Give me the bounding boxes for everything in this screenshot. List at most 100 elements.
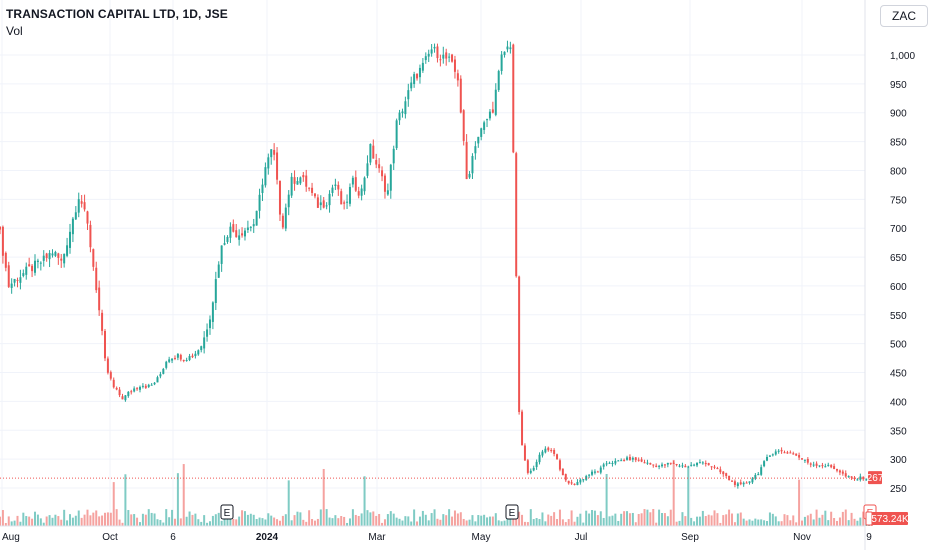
volume-bar (748, 519, 751, 526)
volume-bar (652, 509, 655, 526)
volume-bar (483, 514, 486, 526)
candle-body (410, 82, 413, 89)
candle-body (553, 450, 556, 454)
candle-body (500, 54, 503, 72)
candle-body (284, 207, 287, 229)
volume-bar (348, 518, 351, 526)
candle-body (666, 462, 669, 465)
candle-body (130, 391, 133, 393)
candle-body (798, 455, 801, 458)
candle-body (564, 474, 567, 481)
price-tick-label: 700 (890, 224, 907, 235)
candle-body (124, 395, 127, 401)
volume-bar (535, 518, 538, 526)
candle-body (10, 283, 13, 288)
volume-bar (471, 515, 474, 526)
volume-bar (36, 514, 39, 526)
candle-body (313, 193, 316, 197)
volume-bar (844, 509, 847, 526)
candle-body (430, 49, 433, 54)
volume-bar (678, 520, 681, 526)
volume-bar (369, 512, 372, 526)
volume-bar (381, 522, 384, 526)
volume-bar (360, 513, 363, 526)
volume-bar (847, 520, 850, 526)
candle-body (573, 483, 576, 485)
volume-bar (643, 509, 646, 526)
candle-body (270, 149, 273, 158)
volume-bar (211, 515, 214, 526)
volume-bar (757, 519, 760, 526)
volume-bar (430, 513, 433, 526)
candle-body (439, 59, 442, 61)
volume-bar (521, 514, 524, 526)
volume-bar (351, 509, 354, 526)
candle-body (585, 476, 588, 480)
candle-body (736, 483, 739, 487)
candle-body (865, 478, 868, 481)
candle-body (241, 233, 244, 236)
candle-body (541, 451, 544, 456)
earnings-marker[interactable]: E (220, 504, 234, 520)
candle-body (252, 224, 255, 227)
volume-bar (150, 512, 153, 526)
volume-bar (436, 518, 439, 526)
candle-body (369, 144, 372, 163)
volume-bar (795, 522, 798, 526)
candle-body (28, 264, 31, 267)
candle-body (25, 266, 28, 275)
grid-layer (0, 0, 865, 526)
time-axis[interactable]: Aug Oct 6 2024 Mar May Jul Sep Nov 9 (2, 532, 872, 543)
price-axis[interactable]: 1,000 950 900 850 800 750 700 650 600 550 500 450 40… (890, 51, 915, 495)
volume-bar (276, 519, 279, 526)
candle-body (375, 160, 378, 165)
volume-bar (413, 509, 416, 526)
symbol-button[interactable]: ZAC (880, 5, 928, 27)
volume-bar (728, 509, 731, 526)
candle-body (617, 460, 620, 462)
volume-bar (398, 518, 401, 526)
volume-layer (0, 459, 873, 526)
volume-bar (86, 509, 89, 526)
candle-body (418, 67, 421, 78)
volume-bar (830, 511, 833, 526)
candle-body (106, 358, 109, 373)
volume-bar (68, 514, 71, 526)
volume-bar (766, 520, 769, 526)
candle-body (818, 465, 821, 467)
volume-bar (465, 520, 468, 526)
volume-bar (579, 513, 582, 526)
earnings-marker[interactable]: E (505, 504, 519, 520)
volume-bar (48, 515, 51, 526)
time-tick-label: May (472, 532, 491, 543)
candle-body (121, 396, 124, 400)
time-tick-label: Nov (793, 532, 811, 543)
candle-body (36, 260, 39, 262)
volume-bar (74, 515, 77, 526)
candle-body (39, 262, 42, 264)
candle-body (719, 469, 722, 473)
volume-bar (334, 515, 337, 526)
volume-bar (22, 512, 25, 526)
volume-bar (771, 513, 774, 526)
volume-bar (719, 522, 722, 526)
candle-body (806, 459, 809, 463)
volume-bar (136, 517, 139, 526)
volume-bar (763, 520, 766, 526)
candle-body (850, 476, 853, 478)
volume-bar (789, 520, 792, 526)
volume-bar (63, 509, 66, 526)
volume-bar (395, 517, 398, 526)
candle-body (305, 175, 308, 187)
candle-body (827, 464, 830, 466)
candle-body (206, 329, 209, 337)
candle-body (203, 337, 206, 349)
volume-bar (605, 473, 608, 526)
price-tick-label: 500 (890, 340, 907, 351)
volume-bar (716, 513, 719, 526)
candle-body (751, 478, 754, 483)
candle-body (471, 156, 474, 174)
volume-bar (60, 519, 63, 526)
volume-bar (704, 516, 707, 526)
